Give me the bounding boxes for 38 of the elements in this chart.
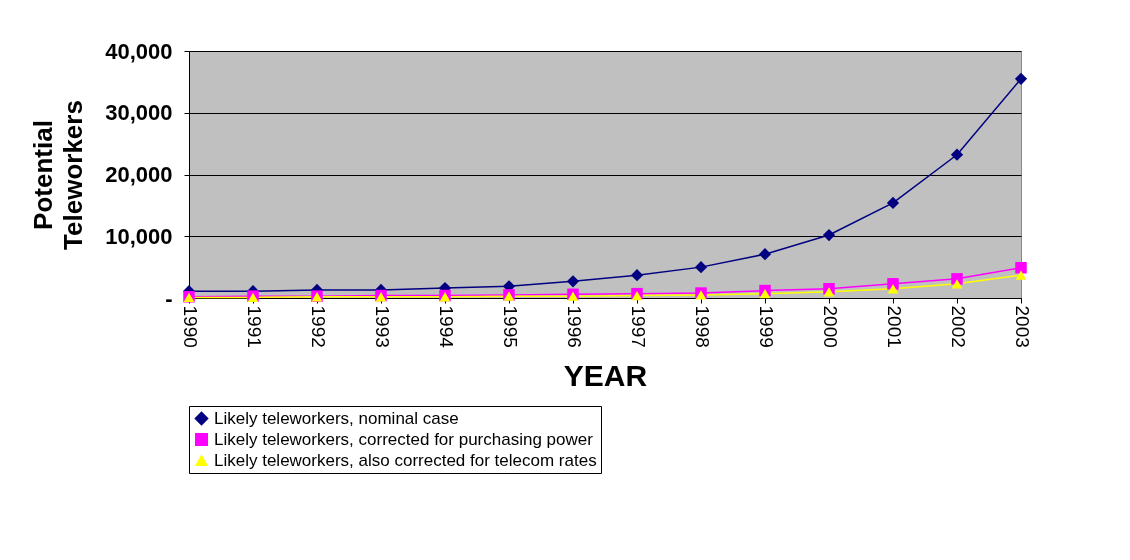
x-tick-label: 1999 xyxy=(755,305,777,348)
point xyxy=(951,279,963,289)
point xyxy=(1014,72,1028,85)
point xyxy=(822,228,836,242)
y-tick-label: 10,000 xyxy=(105,223,173,249)
x-tick-label: 2003 xyxy=(1011,305,1033,348)
point xyxy=(886,196,900,210)
x-tick-label: 1998 xyxy=(691,305,713,348)
legend-label: Likely teleworkers, corrected for purchasing power xyxy=(214,429,594,449)
point xyxy=(950,148,964,161)
x-tick-label: 1992 xyxy=(307,305,329,348)
point xyxy=(758,248,772,261)
x-tick-label: 2001 xyxy=(883,305,905,348)
point xyxy=(887,284,899,294)
x-tick-label: 2002 xyxy=(947,305,969,348)
point xyxy=(694,261,708,274)
x-tick-label: 1996 xyxy=(563,305,585,348)
point xyxy=(1015,261,1027,274)
y-tick-label: 40,000 xyxy=(105,38,173,64)
legend-label: Likely teleworkers, also corrected for telecom rates xyxy=(214,450,597,470)
x-tick-label: 1995 xyxy=(499,305,521,348)
legend-label: Likely teleworkers, nominal case xyxy=(214,408,459,428)
x-tick-label: 2000 xyxy=(819,305,841,348)
x-tick-label: 1997 xyxy=(627,305,649,348)
x-tick-label: 1993 xyxy=(371,305,393,348)
point xyxy=(630,269,644,282)
x-tick-label: 1990 xyxy=(179,305,201,348)
point xyxy=(759,289,771,299)
point xyxy=(566,275,580,288)
y-tick-label: - xyxy=(165,285,173,311)
x-axis-title: YEAR xyxy=(563,358,648,392)
y-tick-label: 20,000 xyxy=(105,162,173,187)
y-axis-title: Potential Teleworkers xyxy=(28,100,89,250)
point xyxy=(823,287,835,297)
x-tick-label: 1991 xyxy=(243,305,265,348)
y-tick-label: 30,000 xyxy=(105,100,173,126)
x-tick-label: 1994 xyxy=(435,305,457,349)
point xyxy=(1015,270,1027,280)
